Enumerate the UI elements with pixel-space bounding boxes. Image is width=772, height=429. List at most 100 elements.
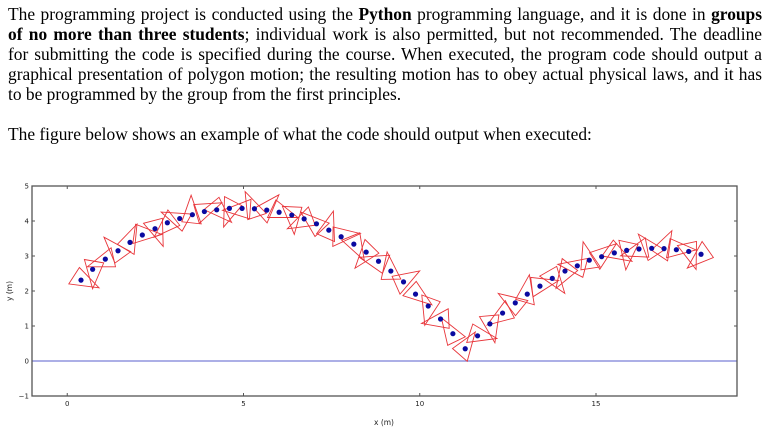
center-of-mass-point — [289, 212, 295, 218]
center-of-mass-point — [562, 268, 568, 274]
center-of-mass-point — [437, 316, 444, 322]
center-of-mass-point — [127, 239, 133, 245]
center-of-mass-point — [189, 212, 195, 218]
polygon-outline — [676, 240, 697, 271]
y-tick-label: 5 — [25, 183, 29, 191]
bold-text: of no more than three students — [8, 24, 245, 44]
polygon-outline — [142, 217, 164, 248]
center-of-mass-point — [450, 331, 456, 337]
x-tick-label: 10 — [415, 400, 424, 408]
y-tick-label: 2 — [25, 288, 29, 296]
center-of-mass-point — [599, 254, 605, 260]
center-of-mass-point — [363, 249, 369, 255]
center-of-mass-point — [574, 263, 580, 269]
center-of-mass-point — [214, 207, 220, 213]
polygon-outline — [181, 193, 202, 225]
center-of-mass-point — [78, 277, 84, 283]
polygon-outline — [244, 190, 268, 221]
polygon-outline — [354, 238, 380, 270]
center-of-mass-point — [412, 291, 419, 297]
polygon-outline — [580, 240, 601, 271]
polygon-outline — [391, 270, 421, 296]
y-tick-label: 0 — [25, 358, 29, 366]
polygon-outline — [83, 258, 105, 291]
polygon-outline — [421, 294, 441, 327]
polygon-outline — [514, 273, 535, 306]
center-of-mass-point — [102, 256, 108, 262]
x-tick-label: 15 — [592, 400, 601, 408]
paragraph-line: The programming project is conducted usi… — [8, 4, 762, 24]
polygon-outline — [193, 202, 224, 225]
y-tick-label: 3 — [25, 253, 29, 261]
polygon-outline — [530, 276, 561, 298]
polygon-outline — [451, 330, 477, 363]
center-of-mass-point — [586, 257, 592, 263]
polygon-outline — [86, 247, 117, 268]
paragraph-line: of no more than three students; individu… — [8, 24, 762, 44]
polygon-outline — [619, 237, 650, 258]
y-axis-label: y (m) — [5, 281, 14, 301]
center-of-mass-point — [139, 232, 145, 238]
center-of-mass-point — [673, 247, 679, 253]
polygon-outline — [478, 314, 500, 345]
center-of-mass-point — [512, 300, 518, 306]
center-of-mass-point — [624, 247, 630, 253]
paragraph-line: for submitting the code is specified dur… — [8, 44, 762, 64]
center-of-mass-point — [313, 221, 320, 227]
text: ; individual work is also permitted, but… — [244, 24, 762, 44]
center-of-mass-point — [164, 220, 170, 226]
polygon-outline — [299, 211, 331, 238]
center-of-mass-point — [537, 283, 543, 289]
polygon-outline — [555, 257, 579, 290]
center-of-mass-point — [649, 245, 655, 251]
polygon-outline — [440, 316, 467, 346]
center-of-mass-point — [177, 215, 183, 222]
polygon-outline — [420, 308, 450, 329]
polygon-outline — [588, 242, 618, 271]
center-of-mass-point — [425, 303, 431, 309]
center-of-mass-point — [686, 248, 692, 255]
paragraph-line: The figure below shows an example of wha… — [8, 124, 592, 144]
center-of-mass-point — [326, 227, 332, 233]
center-of-mass-point — [226, 205, 232, 211]
polygon-outline — [665, 237, 698, 259]
paragraph-line: graphical presentation of polygon motion… — [8, 64, 762, 84]
polygon-outline — [253, 193, 280, 224]
polygon-outline — [315, 209, 335, 243]
polygon-outline — [637, 233, 666, 262]
text: The programming project is conducted usi… — [8, 4, 359, 24]
polygon-outline — [380, 250, 402, 280]
center-of-mass-point — [661, 246, 667, 252]
polygon-outline — [153, 209, 181, 239]
polygon-outline — [358, 254, 391, 275]
polygon-outline — [332, 226, 362, 248]
text: programming language, and it is done in — [411, 4, 712, 24]
polygon-outline — [650, 229, 673, 262]
center-of-mass-point — [400, 279, 407, 285]
center-of-mass-point — [474, 333, 481, 339]
center-of-mass-point — [462, 346, 468, 352]
x-axis-label: x (m) — [374, 418, 394, 427]
center-of-mass-point — [636, 246, 642, 252]
x-tick-label: 5 — [241, 400, 245, 408]
y-tick-label: −1 — [19, 393, 29, 401]
polygon-outline — [538, 265, 566, 295]
polygon-outline — [466, 323, 499, 344]
x-tick-label: 0 — [65, 400, 69, 408]
center-of-mass-point — [487, 321, 493, 327]
polygon-outline — [203, 196, 233, 224]
center-of-mass-point — [338, 234, 344, 240]
polygon-outline — [281, 205, 303, 236]
y-tick-label: 1 — [25, 323, 29, 331]
center-of-mass-point — [251, 206, 258, 212]
center-of-mass-point — [239, 205, 245, 211]
center-of-mass-point — [301, 216, 307, 222]
polygon-outline — [266, 199, 300, 218]
plot-frame — [31, 185, 738, 397]
polygon-outline — [686, 240, 715, 269]
polygon-outline — [486, 299, 516, 326]
center-of-mass-point — [524, 291, 530, 297]
bold-text: Python — [358, 4, 412, 24]
polygon-outline — [221, 198, 252, 220]
